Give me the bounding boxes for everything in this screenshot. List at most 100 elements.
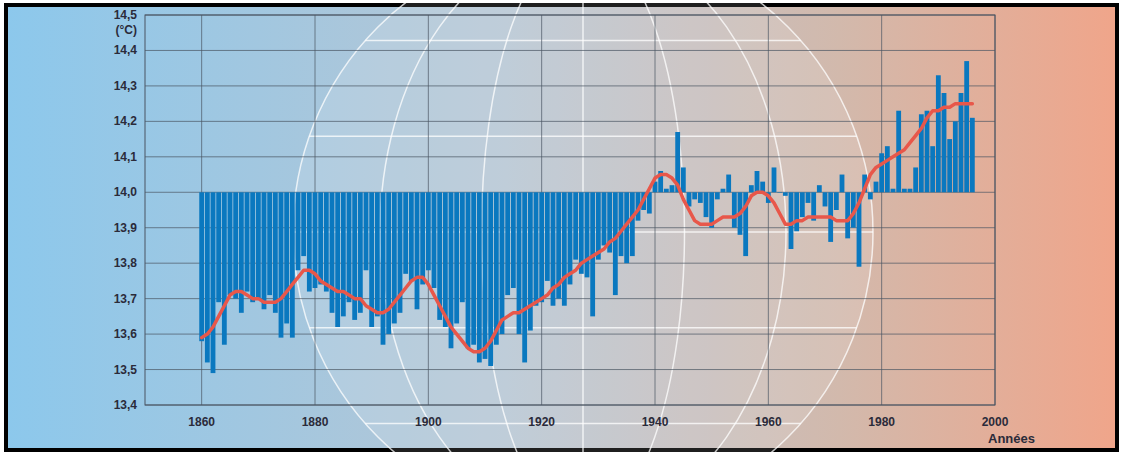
bar: [335, 192, 340, 327]
y-tick-label: 14,5: [114, 8, 138, 22]
grid-line-y: [145, 369, 995, 370]
y-tick-label: 14,4: [114, 43, 138, 57]
bar: [692, 192, 697, 199]
y-tick-label: 13,5: [114, 363, 138, 377]
grid-line-y: [145, 156, 995, 157]
bar: [358, 192, 363, 313]
bar: [296, 192, 301, 270]
bars: [199, 61, 974, 373]
grid: [145, 15, 995, 405]
bar: [947, 139, 952, 192]
bar: [777, 192, 782, 194]
x-tick-label: 1860: [188, 415, 215, 429]
bar: [879, 153, 884, 192]
bar: [500, 192, 505, 334]
bar: [505, 192, 510, 295]
grid-line-y: [145, 334, 995, 335]
bar: [902, 189, 907, 193]
y-tick-label: 14,2: [114, 114, 138, 128]
x-tick-label: 1920: [528, 415, 555, 429]
bar: [381, 192, 386, 344]
x-tick-label: 2000: [982, 415, 1009, 429]
bar: [386, 192, 391, 334]
bar: [466, 192, 471, 348]
bar: [534, 192, 539, 305]
bar: [891, 189, 896, 193]
bar: [409, 192, 414, 281]
bar: [913, 167, 918, 192]
bar: [783, 192, 788, 196]
bar: [347, 192, 352, 302]
bar: [698, 192, 703, 203]
bar: [800, 192, 805, 217]
bar: [772, 167, 777, 192]
bar: [341, 192, 346, 316]
bar: [273, 192, 278, 313]
bar: [216, 192, 221, 302]
bar: [290, 192, 295, 337]
bar: [318, 192, 323, 284]
bar: [721, 189, 726, 193]
x-tick-label: 1960: [755, 415, 782, 429]
bar: [806, 192, 811, 203]
y-tick-label: 13,9: [114, 221, 138, 235]
y-tick-label: 13,8: [114, 256, 138, 270]
x-axis-title: Années: [988, 431, 1035, 446]
bar: [749, 185, 754, 192]
chart: 13,413,513,613,713,813,914,014,114,214,3…: [0, 0, 1123, 455]
bar: [704, 192, 709, 217]
labels: 13,413,513,613,713,813,914,014,114,214,3…: [114, 8, 1035, 446]
bar: [352, 192, 357, 320]
bar: [375, 192, 380, 316]
grid-line-y: [145, 298, 995, 299]
y-tick-label: 14,3: [114, 79, 138, 93]
bar: [789, 192, 794, 249]
y-tick-label: 13,6: [114, 327, 138, 341]
bar: [477, 192, 482, 362]
y-tick-label: 13,4: [114, 398, 138, 412]
bar: [794, 192, 799, 231]
bar: [670, 185, 675, 192]
globe-parallel: [309, 327, 857, 329]
bar: [279, 192, 284, 337]
grid-line-y: [145, 50, 995, 51]
bar: [585, 192, 590, 277]
bar: [460, 192, 465, 302]
bar: [619, 192, 624, 256]
bar: [970, 118, 975, 192]
bar: [840, 175, 845, 193]
bar: [415, 192, 420, 309]
bar: [324, 192, 329, 291]
bar: [845, 192, 850, 238]
bar: [545, 192, 550, 281]
bar: [239, 192, 244, 313]
grid-line-y: [145, 121, 995, 122]
bar: [715, 192, 720, 199]
y-tick-label: 14,0: [114, 185, 138, 199]
bar: [823, 192, 828, 206]
globe-parallel: [365, 40, 801, 42]
bar: [613, 192, 618, 295]
bar: [755, 171, 760, 192]
bar: [664, 189, 669, 193]
bar: [732, 192, 737, 227]
plot-frame: [145, 15, 995, 405]
bar: [420, 192, 425, 284]
bar: [432, 192, 437, 288]
bar: [267, 192, 272, 295]
bar: [471, 192, 476, 344]
bar: [602, 192, 607, 245]
y-axis-title: (°C): [116, 23, 137, 37]
bar: [522, 192, 527, 362]
x-tick-label: 1900: [415, 415, 442, 429]
bar: [964, 61, 969, 192]
bar: [222, 192, 227, 344]
y-tick-label: 14,1: [114, 150, 138, 164]
smoothed-line: [202, 104, 973, 352]
bar: [245, 192, 250, 291]
bar: [528, 192, 533, 330]
grid-line-x: [655, 15, 656, 405]
grid-line-x: [768, 15, 769, 405]
bar: [573, 192, 578, 259]
bar: [908, 189, 913, 193]
